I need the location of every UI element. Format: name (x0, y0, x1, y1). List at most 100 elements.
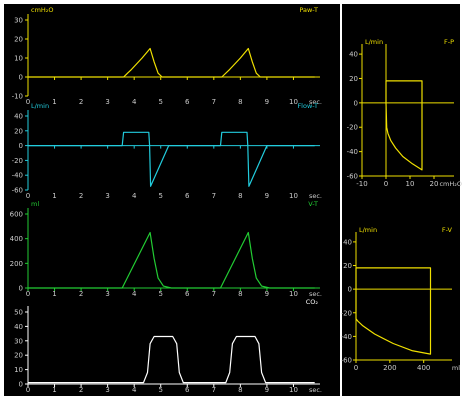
flow-x-tick-label: 10 (289, 192, 298, 200)
co2-x-tick-label: 0 (26, 386, 30, 394)
vol-unit-label: ml (31, 200, 39, 208)
paw-x-tick-label: 0 (26, 98, 30, 106)
co2-x-tick-label: 5 (158, 386, 162, 394)
fp-y-tick-label: 20 (349, 75, 358, 83)
fp-x-tick-label: -10 (356, 180, 367, 188)
co2-x-unit: sec. (309, 386, 322, 394)
co2-x-tick-label: 1 (52, 386, 56, 394)
paw-x-tick-label: 9 (265, 98, 269, 106)
paw-x-tick-label: 2 (79, 98, 83, 106)
fp-y-tick-label: -20 (347, 124, 358, 132)
vol-x-tick-label: 7 (212, 290, 216, 298)
paw-y-tick-label: 0 (19, 74, 23, 82)
flow-y-tick-label: -60 (12, 187, 23, 195)
flow-trace (28, 131, 315, 187)
vol-y-tick-label: 600 (10, 211, 23, 219)
flow-x-tick-label: 8 (238, 192, 242, 200)
vol-x-tick-label: 1 (52, 290, 56, 298)
flow-x-tick-label: 6 (185, 192, 190, 200)
fp-y-tick-label: -40 (347, 148, 358, 156)
fv-y-tick-label: -60 (341, 357, 352, 365)
paw-x-tick-label: 10 (289, 98, 298, 106)
flow-x-tick-label: 7 (212, 192, 216, 200)
fv-unit-label: L/min (359, 226, 377, 234)
fp-y-tick-label: -60 (347, 173, 358, 181)
vol-trace (28, 231, 315, 289)
fv-y-tick-label: -20 (341, 309, 352, 317)
co2-name-label: CO₂ (306, 298, 319, 306)
paw-x-tick-label: 6 (185, 98, 190, 106)
paw-x-tick-label: 5 (158, 98, 162, 106)
vol-x-tick-label: 8 (238, 290, 242, 298)
co2-x-tick-label: 3 (105, 386, 109, 394)
fp-x-tick-label: 0 (384, 180, 388, 188)
flow-x-tick-label: 9 (265, 192, 269, 200)
paw-x-tick-label: 1 (52, 98, 56, 106)
fp-name-label: F-P (444, 38, 454, 46)
paw-x-tick-label: 7 (212, 98, 216, 106)
fp-y-tick-label: 0 (354, 99, 358, 107)
co2-x-tick-label: 10 (289, 386, 298, 394)
flow-x-tick-label: 2 (79, 192, 83, 200)
fv-loop-trace (355, 267, 432, 355)
chart-flow: -60 -40 -20 0 20 40 0 1 2 3 4 5 6 7 8 9 10 sec. L/min Flow-… (12, 102, 322, 200)
flow-x-tick-label: 1 (52, 192, 56, 200)
fp-x-tick-label: 10 (406, 180, 415, 188)
flow-y-tick-label: -20 (12, 157, 23, 165)
flow-y-tick-label: 20 (14, 127, 23, 135)
co2-x-tick-label: 7 (212, 386, 216, 394)
fv-y-tick-label: 0 (348, 286, 352, 294)
fv-y-tick-label: -40 (341, 333, 352, 341)
fv-x-tick-label: 400 (417, 364, 430, 372)
vol-x-unit: sec. (309, 290, 322, 298)
flow-y-tick-label: -40 (12, 172, 23, 180)
fp-x-tick-label: 20 (430, 180, 439, 188)
paw-trace (28, 47, 315, 78)
paw-x-tick-label: 4 (132, 98, 137, 106)
time-waveforms-panel: -10 0 10 20 30 0 1 2 3 4 5 6 7 8 9 10 sec. cmH₂O Paw-T -60-… (4, 4, 340, 396)
vol-x-tick-label: 9 (265, 290, 269, 298)
chart-co2: 0 10 20 30 40 50 0 1 2 3 4 5 6 7 8 9 10 sec. CO₂ (14, 298, 322, 394)
flow-x-tick-label: 3 (105, 192, 109, 200)
flow-x-tick-label: 5 (158, 192, 162, 200)
flow-name-label: Flow-T (297, 102, 318, 110)
paw-y-tick-label: 10 (14, 55, 23, 63)
vol-x-tick-label: 10 (289, 290, 298, 298)
fv-y-tick-label: 40 (343, 238, 352, 246)
paw-name-label: Paw-T (299, 6, 318, 14)
fv-name-label: F-V (442, 226, 453, 234)
co2-y-tick-label: 50 (14, 309, 23, 317)
fv-x-tick-label: 200 (383, 364, 396, 372)
flow-x-tick-label: 4 (132, 192, 137, 200)
vol-x-tick-label: 6 (185, 290, 190, 298)
flow-unit-label: L/min (31, 102, 49, 110)
co2-x-tick-label: 4 (132, 386, 137, 394)
paw-x-tick-label: 3 (105, 98, 109, 106)
co2-x-tick-label: 8 (238, 386, 242, 394)
co2-y-tick-label: 20 (14, 352, 23, 360)
vol-x-tick-label: 5 (158, 290, 162, 298)
co2-y-tick-label: 0 (19, 381, 23, 389)
co2-x-tick-label: 6 (185, 386, 190, 394)
vol-x-tick-label: 3 (105, 290, 109, 298)
paw-y-tick-label: 30 (14, 17, 23, 25)
loops-panel: -60 -40 -20 0 20 40 -10 0 10 20 cmH₂O L/min F-P -60 -4… (341, 4, 462, 396)
fv-x-tick-label: 0 (354, 364, 358, 372)
fv-x-unit: ml (452, 364, 460, 372)
vol-x-tick-label: 2 (79, 290, 83, 298)
co2-x-tick-label: 9 (265, 386, 269, 394)
fp-loop-trace (385, 80, 423, 171)
paw-x-tick-label: 8 (238, 98, 242, 106)
paw-x-unit: sec. (309, 98, 322, 106)
vol-y-tick-label: 400 (10, 235, 23, 243)
fv-y-tick-label: 20 (343, 262, 352, 270)
co2-y-tick-label: 10 (14, 366, 23, 374)
vol-y-tick-label: 200 (10, 260, 23, 268)
vol-x-tick-label: 0 (26, 290, 30, 298)
flow-y-tick-label: 0 (19, 142, 23, 150)
co2-x-tick-label: 2 (79, 386, 83, 394)
